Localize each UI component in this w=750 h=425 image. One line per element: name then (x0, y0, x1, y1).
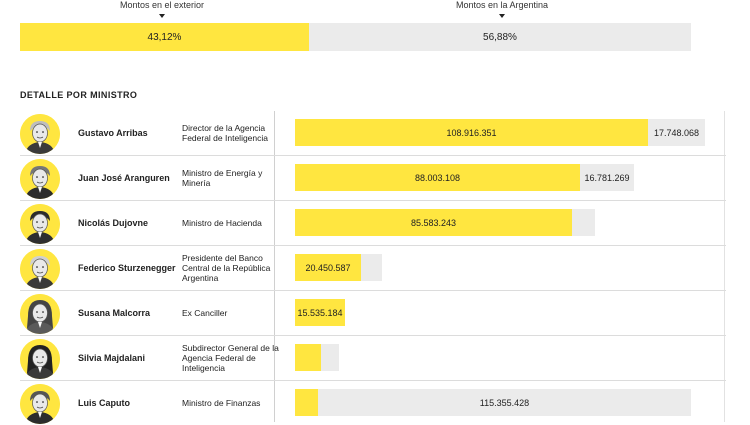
minister-avatar (20, 159, 60, 199)
minister-avatar (20, 204, 60, 244)
minister-name: Federico Sturzenegger (78, 263, 176, 273)
stacked-bar: 88.003.108 16.781.269 (295, 164, 634, 191)
section-title: DETALLE POR MINISTRO (20, 90, 138, 100)
minister-name: Nicolás Dujovne (78, 218, 149, 228)
minister-role: Ministro de Finanzas (182, 398, 261, 408)
bar-argentina-segment (321, 344, 339, 371)
minister-avatar (20, 249, 60, 289)
stacked-bar: 85.583.243 (295, 209, 595, 236)
minister-role: Ministro de Hacienda (182, 218, 262, 228)
exterior-header-arrow-icon (159, 14, 165, 18)
stacked-bar: 20.450.587 (295, 254, 382, 281)
minister-row: Silvia Majdalani Subdirector General de l… (20, 336, 726, 381)
stacked-bar: 15.535.184 (295, 299, 345, 326)
stacked-bar (295, 344, 339, 371)
minister-list: Gustavo Arribas Director de la Agencia Fe… (20, 111, 726, 425)
bar-argentina-segment (361, 254, 382, 281)
bar-exterior-segment (295, 389, 318, 416)
chart-right-border (724, 111, 725, 422)
minister-avatar (20, 114, 60, 154)
minister-role: Subdirector General de la Agencia Federa… (182, 343, 279, 373)
minister-row: Juan José Aranguren Ministro de Energía y… (20, 156, 726, 201)
bar-exterior-segment: 88.003.108 (295, 164, 580, 191)
bar-exterior-segment (295, 344, 321, 371)
bar-exterior-segment: 108.916.351 (295, 119, 648, 146)
minister-avatar (20, 384, 60, 424)
minister-role: Ministro de Energía y Minería (182, 168, 263, 188)
exterior-header-label: Montos en el exterior (119, 0, 205, 10)
minister-row: Luis Caputo Ministro de Finanzas 115.355.4… (20, 381, 726, 425)
minister-avatar (20, 339, 60, 379)
minister-role: Director de la Agencia Federal de Inteli… (182, 123, 269, 143)
bar-argentina-segment: 16.781.269 (580, 164, 634, 191)
bar-argentina-segment (572, 209, 595, 236)
bar-exterior-segment: 20.450.587 (295, 254, 361, 281)
minister-name: Susana Malcorra (78, 308, 151, 318)
minister-row: Federico Sturzenegger Presidente del Banc… (20, 246, 726, 291)
minister-row: Gustavo Arribas Director de la Agencia Fe… (20, 111, 726, 156)
bar-argentina-segment: 115.355.428 (318, 389, 691, 416)
minister-avatar (20, 294, 60, 334)
minister-role: Ex Canciller (182, 308, 228, 318)
bar-argentina-segment: 17.748.068 (648, 119, 705, 146)
summary-exterior-segment: 43,12% (20, 23, 309, 51)
bar-exterior-segment: 85.583.243 (295, 209, 572, 236)
argentina-header-label: Montos en la Argentina (455, 0, 549, 10)
argentina-header-arrow-icon (499, 14, 505, 18)
minister-name: Juan José Aranguren (78, 173, 170, 183)
stacked-bar: 115.355.428 (295, 389, 691, 416)
bar-exterior-segment: 15.535.184 (295, 299, 345, 326)
minister-name: Luis Caputo (78, 398, 130, 408)
minister-row: Susana Malcorra Ex Canciller 15.535.184 (20, 291, 726, 336)
minister-name: Silvia Majdalani (78, 353, 146, 363)
stacked-bar: 108.916.351 17.748.068 (295, 119, 705, 146)
minister-name: Gustavo Arribas (78, 128, 148, 138)
chart-axis-line (274, 111, 275, 422)
summary-bar: 43,12% 56,88% (20, 23, 691, 51)
minister-role: Presidente del Banco Central de la Repúb… (182, 253, 271, 283)
summary-argentina-segment: 56,88% (309, 23, 691, 51)
minister-row: Nicolás Dujovne Ministro de Hacienda 85.58… (20, 201, 726, 246)
